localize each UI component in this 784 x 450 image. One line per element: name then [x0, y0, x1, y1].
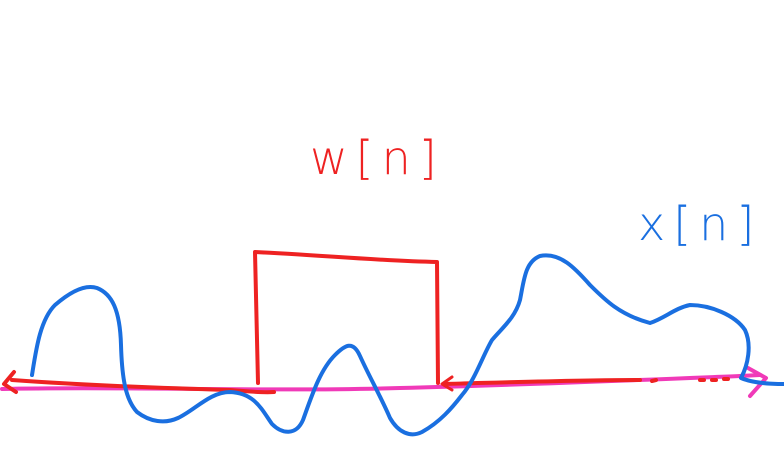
window-baseline-left [10, 378, 276, 395]
signal-label: x[n] [638, 197, 762, 251]
window-edge-arrow [440, 375, 454, 392]
axis-arrow-head-right [746, 366, 768, 398]
axis-arrow-head-left [2, 370, 18, 394]
window-label: w[n] [310, 131, 445, 185]
window-rectangle [253, 250, 440, 385]
window-baseline-right-dashes [650, 377, 730, 383]
signal-waveform [30, 253, 784, 437]
